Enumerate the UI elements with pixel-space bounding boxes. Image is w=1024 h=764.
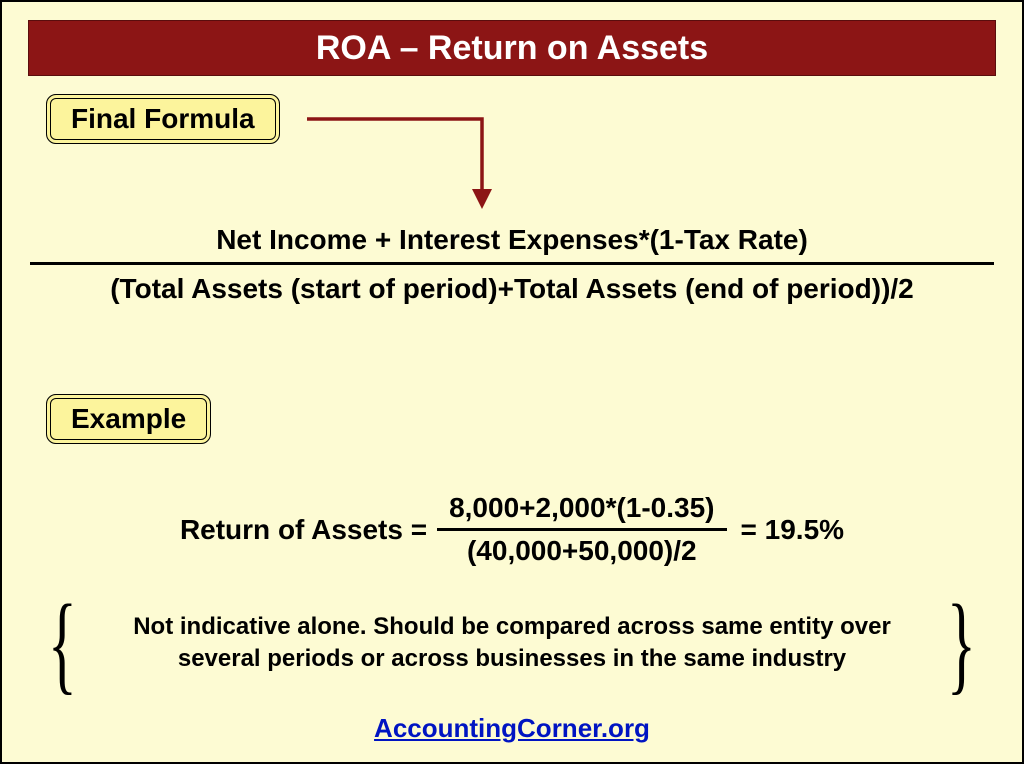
note-text: Not indicative alone. Should be compared…	[89, 611, 935, 676]
tag-example-label: Example	[71, 403, 186, 434]
formula-numerator: Net Income + Interest Expenses*(1-Tax Ra…	[22, 224, 1002, 262]
main-formula: Net Income + Interest Expenses*(1-Tax Ra…	[22, 224, 1002, 307]
brace-left-icon: {	[48, 603, 77, 683]
page-title: ROA – Return on Assets	[316, 29, 708, 68]
example-formula: Return of Assets = 8,000+2,000*(1-0.35) …	[2, 492, 1022, 567]
page-title-bar: ROA – Return on Assets	[28, 20, 996, 76]
example-numerator: 8,000+2,000*(1-0.35)	[437, 492, 726, 528]
note-block: { Not indicative alone. Should be compar…	[36, 598, 988, 688]
tag-example: Example	[46, 394, 211, 444]
brace-right-icon: }	[947, 603, 976, 683]
example-denominator: (40,000+50,000)/2	[455, 531, 709, 567]
footer-link[interactable]: AccountingCorner.org	[374, 713, 650, 743]
tag-final-formula: Final Formula	[46, 94, 280, 144]
formula-denominator: (Total Assets (start of period)+Total As…	[22, 265, 1002, 307]
example-lhs: Return of Assets =	[180, 514, 427, 546]
example-fraction: 8,000+2,000*(1-0.35) (40,000+50,000)/2	[437, 492, 726, 567]
example-result: = 19.5%	[741, 514, 845, 546]
arrow-connector	[302, 94, 562, 214]
tag-final-formula-label: Final Formula	[71, 103, 255, 134]
footer: AccountingCorner.org	[2, 713, 1022, 744]
